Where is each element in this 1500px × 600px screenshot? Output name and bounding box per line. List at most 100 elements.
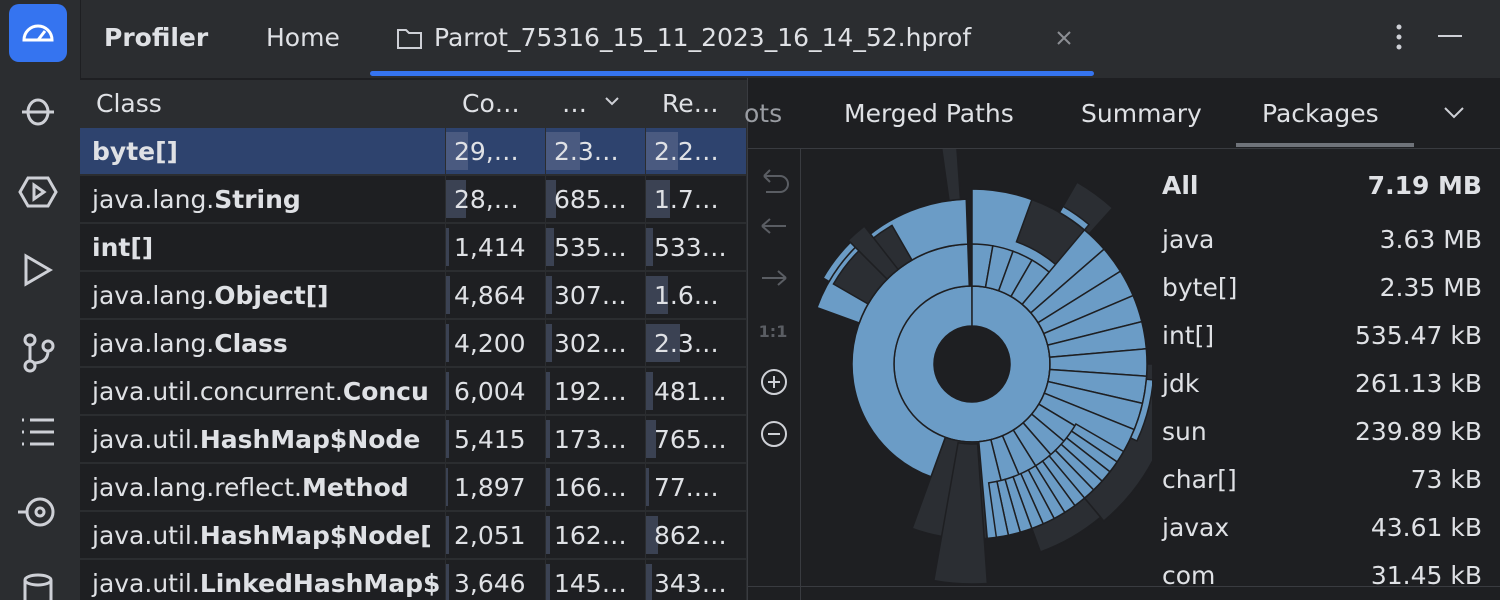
cell-value: 2.2…	[654, 137, 719, 166]
value-cell: 481…	[646, 368, 746, 414]
package-prefix: java.util.	[92, 569, 200, 598]
sunburst-segment[interactable]	[932, 441, 989, 585]
value-cell: 765…	[646, 416, 746, 462]
class-cell[interactable]: int[]	[80, 224, 445, 270]
home-tab[interactable]: Home	[266, 23, 340, 52]
package-name[interactable]: java	[1162, 225, 1215, 254]
package-name[interactable]: byte[]	[1162, 273, 1238, 302]
package-name[interactable]: All	[1162, 171, 1199, 200]
value-cell: 4,864	[446, 272, 545, 318]
cell-bar	[546, 180, 556, 218]
package-name[interactable]: int[]	[1162, 321, 1215, 350]
class-name: java.lang.reflect.Method	[92, 473, 409, 503]
endpoints-icon[interactable]	[18, 497, 55, 527]
cell-value: 765…	[654, 425, 727, 454]
view-tab[interactable]: Summary	[1081, 99, 1202, 128]
sunburst-segment[interactable]	[1009, 259, 1051, 306]
cell-value: 535…	[554, 233, 627, 262]
sunburst-segment[interactable]	[987, 480, 1010, 539]
more-tabs[interactable]	[1442, 104, 1466, 120]
value-cell: 3,646	[446, 560, 545, 600]
column-header[interactable]: Class	[80, 80, 445, 127]
run-icon[interactable]	[24, 253, 53, 287]
package-prefix: java.util.concurrent.	[92, 377, 343, 406]
zoom-buttons[interactable]	[761, 369, 787, 447]
class-cell[interactable]: byte[]	[80, 128, 445, 174]
cell-value: 29,…	[454, 137, 519, 166]
package-size: 43.61 kB	[1370, 513, 1482, 542]
view-tab[interactable]: Merged Paths	[844, 99, 1014, 128]
value-cell: 535…	[546, 224, 645, 270]
class-cell[interactable]: java.util.LinkedHashMap$	[80, 560, 445, 600]
cell-value: 2.3…	[554, 137, 619, 166]
class-cell[interactable]: java.util.concurrent.Concu	[80, 368, 445, 414]
sunburst-segment[interactable]	[847, 225, 900, 281]
cell-value: 481…	[654, 377, 727, 406]
package-prefix: java.lang.	[92, 185, 215, 214]
column-header[interactable]: …	[546, 80, 645, 127]
app-title: Profiler	[104, 23, 209, 52]
view-tab[interactable]: ots	[744, 99, 783, 128]
cell-bar	[646, 564, 652, 600]
cell-bar	[546, 564, 550, 600]
class-cell[interactable]: java.lang.Class	[80, 320, 445, 366]
database-icon[interactable]	[23, 573, 53, 600]
column-header[interactable]: Re…	[646, 80, 746, 127]
class-cell[interactable]: java.lang.Object[]	[80, 272, 445, 318]
structure-icon[interactable]	[22, 418, 54, 446]
class-simple-name: LinkedHashMap$	[199, 569, 441, 598]
package-name[interactable]: sun	[1162, 417, 1207, 446]
class-name: java.lang.String	[92, 185, 301, 215]
sunburst-segment[interactable]	[893, 285, 1051, 443]
sunburst-segment[interactable]	[939, 149, 962, 202]
cell-bar	[546, 276, 552, 314]
value-cell: 77.…	[646, 464, 746, 510]
services-icon[interactable]	[18, 176, 58, 208]
value-cell: 1,414	[446, 224, 545, 270]
cell-bar	[446, 180, 466, 218]
class-cell[interactable]: java.util.HashMap$Node[	[80, 512, 445, 558]
debug-icon[interactable]	[22, 98, 54, 126]
value-cell: 1.6…	[646, 272, 746, 318]
cell-value: 4,864	[454, 281, 526, 310]
value-cell: 145…	[546, 560, 645, 600]
sort-icon	[605, 97, 619, 106]
cell-bar	[646, 372, 653, 410]
close-tab[interactable]	[1054, 28, 1074, 48]
sunburst-segment[interactable]	[822, 241, 857, 283]
sunburst-segment[interactable]	[1058, 205, 1091, 231]
window-controls[interactable]	[1386, 22, 1476, 52]
column-header[interactable]: Co…	[446, 80, 545, 127]
value-cell: 343…	[646, 560, 746, 600]
cell-bar	[646, 420, 656, 458]
cell-value: 307…	[554, 281, 627, 310]
package-name[interactable]: javax	[1162, 513, 1230, 542]
package-prefix: java.lang.reflect.	[92, 473, 302, 502]
cell-bar	[646, 132, 678, 170]
class-cell[interactable]: java.lang.reflect.Method	[80, 464, 445, 510]
profiler-icon[interactable]	[9, 4, 67, 62]
cell-value: 28,…	[454, 185, 519, 214]
git-icon[interactable]	[23, 333, 55, 373]
package-name[interactable]: com	[1162, 561, 1216, 590]
class-name: java.util.HashMap$Node	[92, 425, 420, 455]
cell-bar	[646, 180, 670, 218]
view-tab[interactable]: Packages	[1262, 99, 1379, 128]
class-name: java.lang.Object[]	[92, 281, 329, 311]
cell-bar	[546, 516, 550, 554]
column-title: …	[562, 89, 587, 118]
package-name[interactable]: jdk	[1162, 369, 1200, 398]
class-cell[interactable]: java.lang.String	[80, 176, 445, 222]
value-cell: 2.2…	[646, 128, 746, 174]
package-size: 3.63 MB	[1379, 225, 1482, 254]
class-cell[interactable]: java.util.HashMap$Node	[80, 416, 445, 462]
cell-bar	[446, 132, 468, 170]
sunburst-segment[interactable]	[1129, 378, 1152, 442]
chart-toolbar: 1:1	[759, 169, 789, 447]
package-size: 31.45 kB	[1370, 561, 1482, 590]
file-tab[interactable]: Parrot_75316_15_11_2023_16_14_52.hprof	[434, 23, 972, 52]
cell-value: 1.6…	[654, 281, 719, 310]
package-name[interactable]: char[]	[1162, 465, 1237, 494]
class-name: int[]	[92, 233, 153, 263]
cell-bar	[546, 228, 554, 266]
